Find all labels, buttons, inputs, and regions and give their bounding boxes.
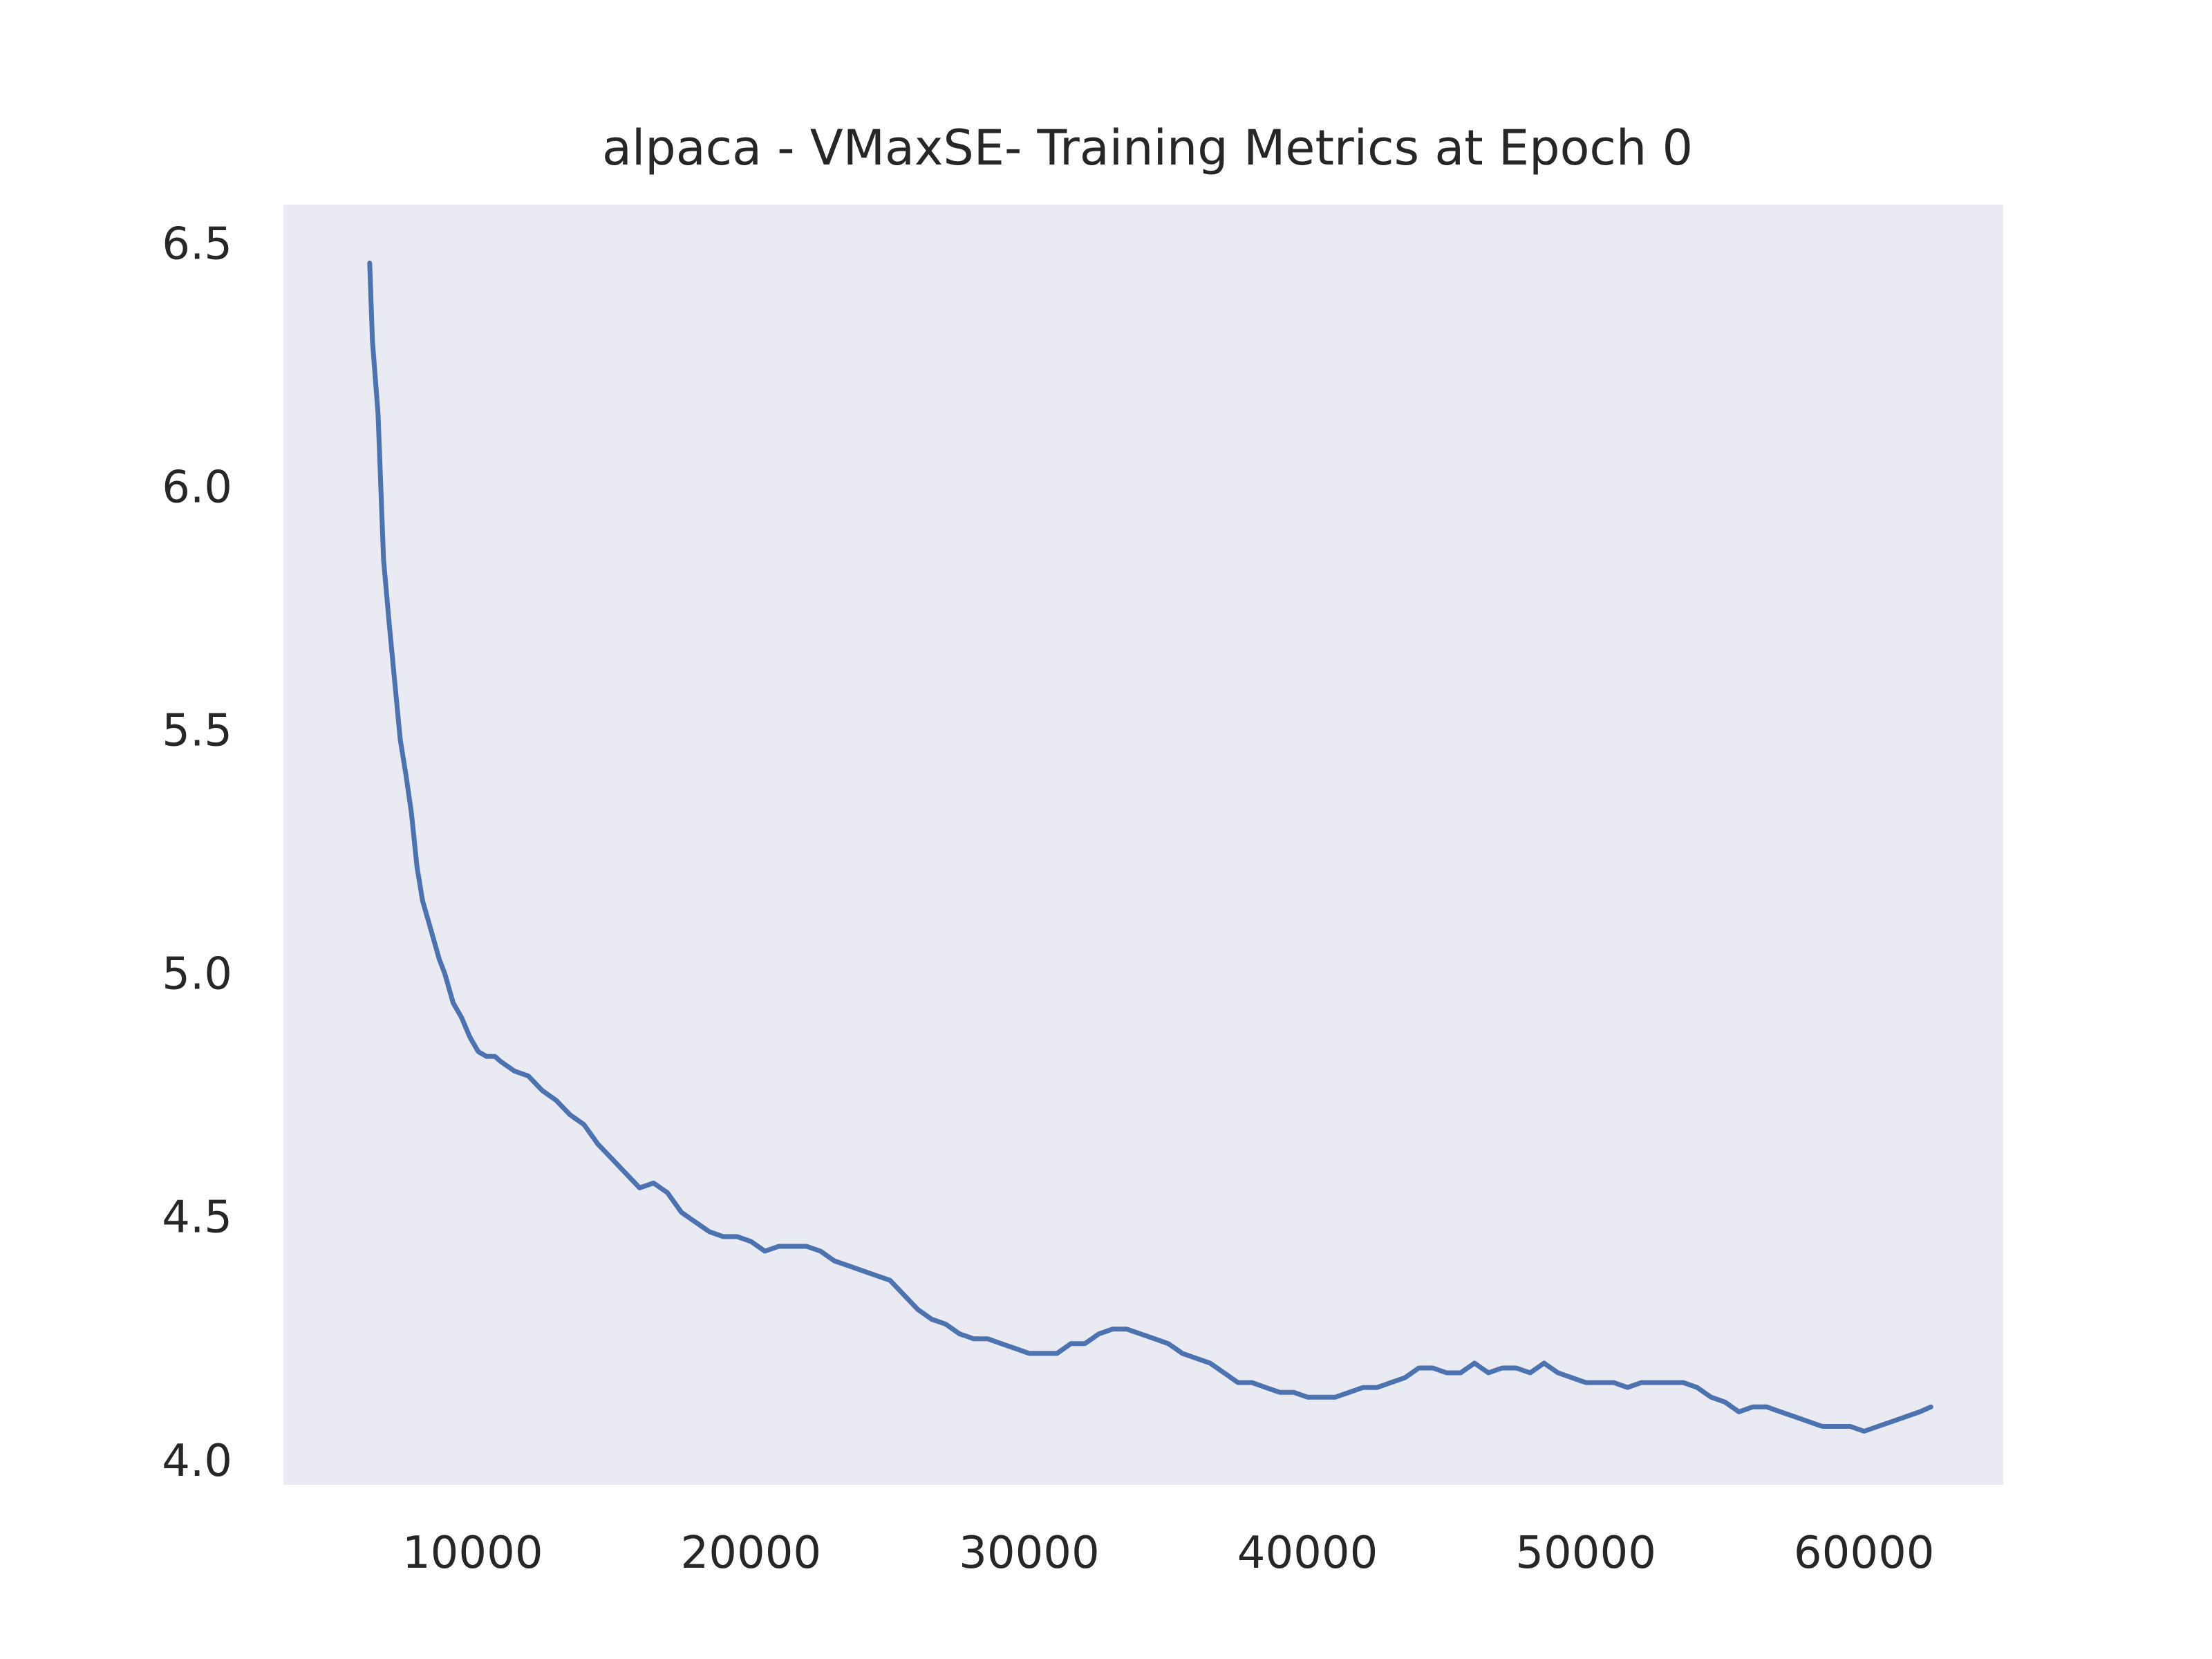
x-tick-label: 30000 [959, 1528, 1100, 1579]
y-axis-ticks: 4.0 4.5 5.0 5.5 6.0 6.5 [162, 218, 232, 1486]
y-tick-label: 4.0 [162, 1436, 232, 1487]
y-tick-label: 5.0 [162, 949, 232, 1000]
series-line [367, 261, 1933, 1434]
plot-area [283, 205, 2003, 1485]
x-tick-label: 20000 [681, 1528, 822, 1579]
x-axis-ticks: 10000 20000 30000 40000 50000 60000 [402, 1528, 1935, 1579]
x-tick-label: 10000 [402, 1528, 543, 1579]
y-tick-label: 6.0 [162, 462, 232, 513]
x-tick-label: 50000 [1515, 1528, 1656, 1579]
y-tick-label: 6.5 [162, 218, 232, 270]
x-tick-label: 60000 [1794, 1528, 1935, 1579]
chart-title: alpaca - VMaxSE- Training Metrics at Epo… [602, 120, 1693, 176]
y-tick-label: 5.5 [162, 706, 232, 757]
x-tick-label: 40000 [1237, 1528, 1378, 1579]
y-tick-label: 4.5 [162, 1192, 232, 1244]
